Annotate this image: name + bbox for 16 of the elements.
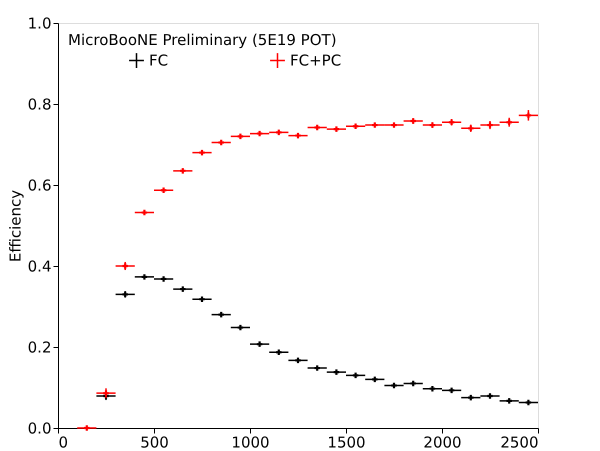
y-tick-label: 0.8	[28, 96, 52, 114]
y-tick-label: 0.2	[28, 338, 52, 356]
x-tick-label: 1000	[231, 434, 270, 451]
y-tick-label: 1.0	[28, 14, 52, 32]
legend-label: FC	[149, 52, 168, 70]
y-tick-label: 0.6	[28, 176, 52, 194]
x-tick-label: 2500	[500, 434, 538, 451]
x-tick-label: 1500	[327, 434, 366, 451]
y-tick-label: 0.0	[28, 420, 52, 438]
legend-title: MicroBooNE Preliminary (5E19 POT)	[68, 31, 337, 49]
x-tick-label: 500	[140, 434, 169, 451]
legend-label: FC+PC	[290, 52, 342, 70]
y-tick-label: 0.4	[28, 258, 52, 276]
y-axis-title: Efficiency	[6, 190, 25, 262]
x-tick-label: 2000	[423, 434, 462, 451]
x-tick-label: 0	[58, 434, 68, 451]
